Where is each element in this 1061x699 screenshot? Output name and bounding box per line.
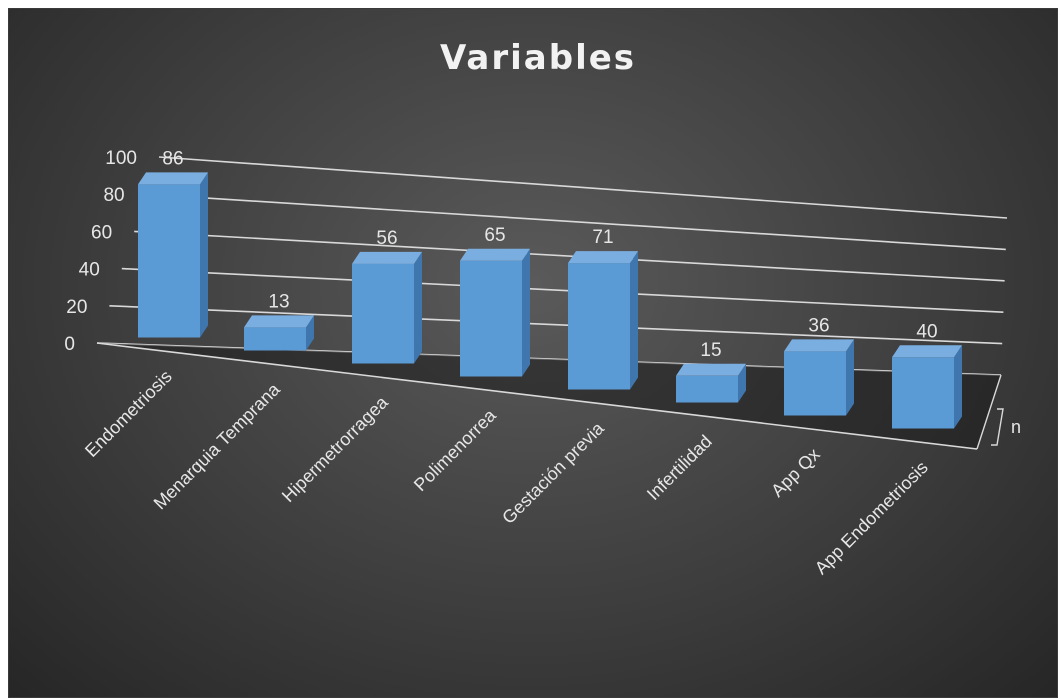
bar-top-4 [568,251,638,264]
gridline-60 [134,230,1005,282]
bar-top-5 [676,363,746,376]
category-label-7: App Endometriosis [811,457,932,578]
category-label-2: Hipermetrorragea [278,391,393,506]
bar-front-3 [460,260,522,377]
value-label-6: 36 [808,315,829,336]
bar-side-2 [414,251,422,364]
gridline-100 [158,156,1008,219]
bar-side-7 [954,345,962,429]
bar-front-1 [244,327,306,351]
gridline-20 [109,305,1003,345]
bar-2 [352,251,422,364]
category-label-4: Gestación previa [498,417,608,527]
bar-top-6 [784,339,854,352]
y-tick-label-40: 40 [79,260,100,281]
grid-layer [96,156,1008,376]
floor-left-edge [96,342,114,346]
y-tick-label-0: 0 [64,334,75,355]
bar-7 [892,345,962,429]
bar-top-3 [460,248,530,261]
bars-layer [138,172,962,429]
y-tick-label-60: 60 [91,222,112,243]
category-label-0: Endometriosis [81,366,176,461]
bar-side-3 [522,248,530,377]
value-label-1: 13 [268,291,289,312]
value-label-0: 86 [162,148,183,169]
bar-side-5 [738,363,746,403]
gridline-40 [121,267,1004,313]
floor-front-edge [112,344,978,450]
bar-front-4 [568,263,630,390]
bar-6 [784,339,854,416]
bar-top-1 [244,315,314,328]
value-label-5: 15 [700,340,721,361]
category-label-3: Polimenorrea [410,404,501,495]
chart-title: Variables [440,38,636,78]
chart-area: Variables 0 20 40 60 80 100 n 86 Endometriosis 13… [8,8,1058,698]
floor-right-edge [976,374,1002,450]
chart-svg: Variables 0 20 40 60 80 100 n 86 Endometriosis 13… [64,38,1021,578]
bar-side-6 [846,339,854,416]
value-label-3: 65 [484,225,505,246]
y-tick-label-100: 100 [105,148,137,169]
value-label-7: 40 [916,321,937,342]
category-label-1: Menarquia Temprana [150,378,285,513]
bar-top-7 [892,345,962,358]
bar-4 [568,251,638,390]
bar-1 [244,315,314,351]
value-label-2: 56 [376,228,397,249]
gridline-80 [146,193,1006,251]
bar-3 [460,248,530,377]
category-label-6: App Qx [767,444,824,501]
bar-front-6 [784,351,846,416]
value-label-4: 71 [592,227,613,248]
bar-front-7 [892,357,954,429]
bar-side-4 [630,251,638,390]
bar-top-2 [352,251,422,264]
bar-front-5 [676,375,738,403]
bar-0 [138,172,208,338]
y-tick-label-80: 80 [103,185,124,206]
bar-front-0 [138,184,200,338]
bar-front-2 [352,263,414,364]
bar-side-1 [306,315,314,351]
category-label-5: Infertilidad [643,431,716,504]
series-axis-tick [991,408,1004,446]
y-tick-label-20: 20 [66,297,87,318]
bar-top-0 [138,172,208,185]
series-name-label: n [1011,417,1021,437]
bar-5 [676,363,746,403]
floor-layer [96,342,1002,450]
bar-side-0 [200,172,208,338]
